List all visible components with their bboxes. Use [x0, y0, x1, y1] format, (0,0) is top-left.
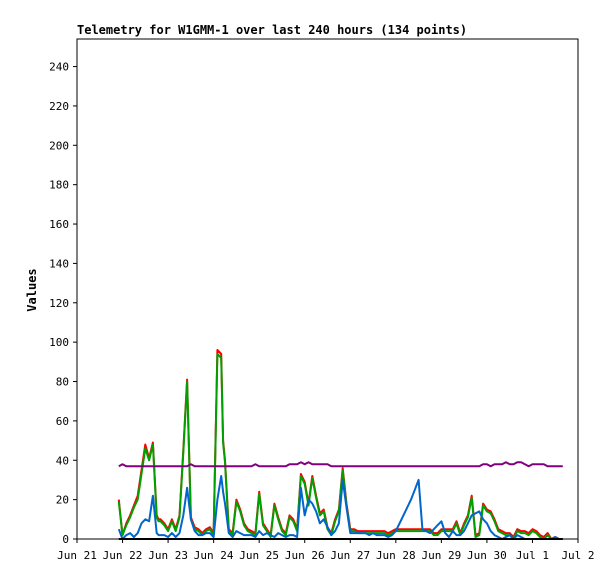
y-tick-label: 80 [56, 376, 69, 389]
plot-area [76, 38, 579, 540]
x-tick-label: Jul 1 [516, 549, 549, 562]
chart-title: Telemetry for W1GMM-1 over last 240 hour… [77, 23, 467, 37]
y-tick-label: 120 [49, 297, 69, 310]
x-tick-label: Jul 2 [561, 549, 594, 562]
y-tick-label: 0 [62, 533, 69, 546]
y-tick-label: 40 [56, 454, 69, 467]
y-tick-label: 240 [49, 61, 69, 74]
x-tick-label: Jun 25 [239, 549, 279, 562]
series-line-3 [117, 475, 563, 540]
series-line-4 [118, 461, 563, 468]
x-axis: Jun 21 Jun 22 Jun 23 Jun 24 Jun 25 Jun 26 Jun … [57, 539, 595, 562]
x-tick-label: Jun 23 [148, 549, 188, 562]
x-tick-label: Jun 21 [57, 549, 97, 562]
y-tick-label: 100 [49, 336, 69, 349]
y-axis: 0 20 40 60 80 100 120 140 160 180 200 220 240 [49, 61, 77, 546]
x-tick-label: Jun 26 [285, 549, 325, 562]
y-tick-label: 200 [49, 139, 69, 152]
series-line-2 [117, 353, 563, 540]
x-tick-label: Jun 24 [194, 549, 234, 562]
y-tick-label: 160 [49, 218, 69, 231]
series-layer [117, 349, 563, 540]
y-axis-label: Values [25, 268, 39, 311]
y-tick-label: 180 [49, 179, 69, 192]
y-tick-label: 20 [56, 494, 69, 507]
x-tick-label: Jun 27 [330, 549, 370, 562]
x-tick-label: Jun 22 [103, 549, 143, 562]
x-tick-label: Jun 28 [376, 549, 416, 562]
x-tick-label: Jun 29 [421, 549, 461, 562]
x-tick-label: Jun 30 [467, 549, 507, 562]
y-tick-label: 220 [49, 100, 69, 113]
y-tick-label: 60 [56, 415, 69, 428]
y-tick-label: 140 [49, 257, 69, 270]
